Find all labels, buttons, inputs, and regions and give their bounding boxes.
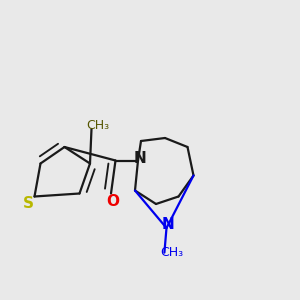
- Text: CH₃: CH₃: [160, 246, 184, 259]
- Text: CH₃: CH₃: [86, 119, 110, 132]
- Text: N: N: [162, 217, 174, 232]
- Text: S: S: [22, 196, 33, 211]
- Text: O: O: [106, 194, 119, 209]
- Text: N: N: [134, 151, 146, 166]
